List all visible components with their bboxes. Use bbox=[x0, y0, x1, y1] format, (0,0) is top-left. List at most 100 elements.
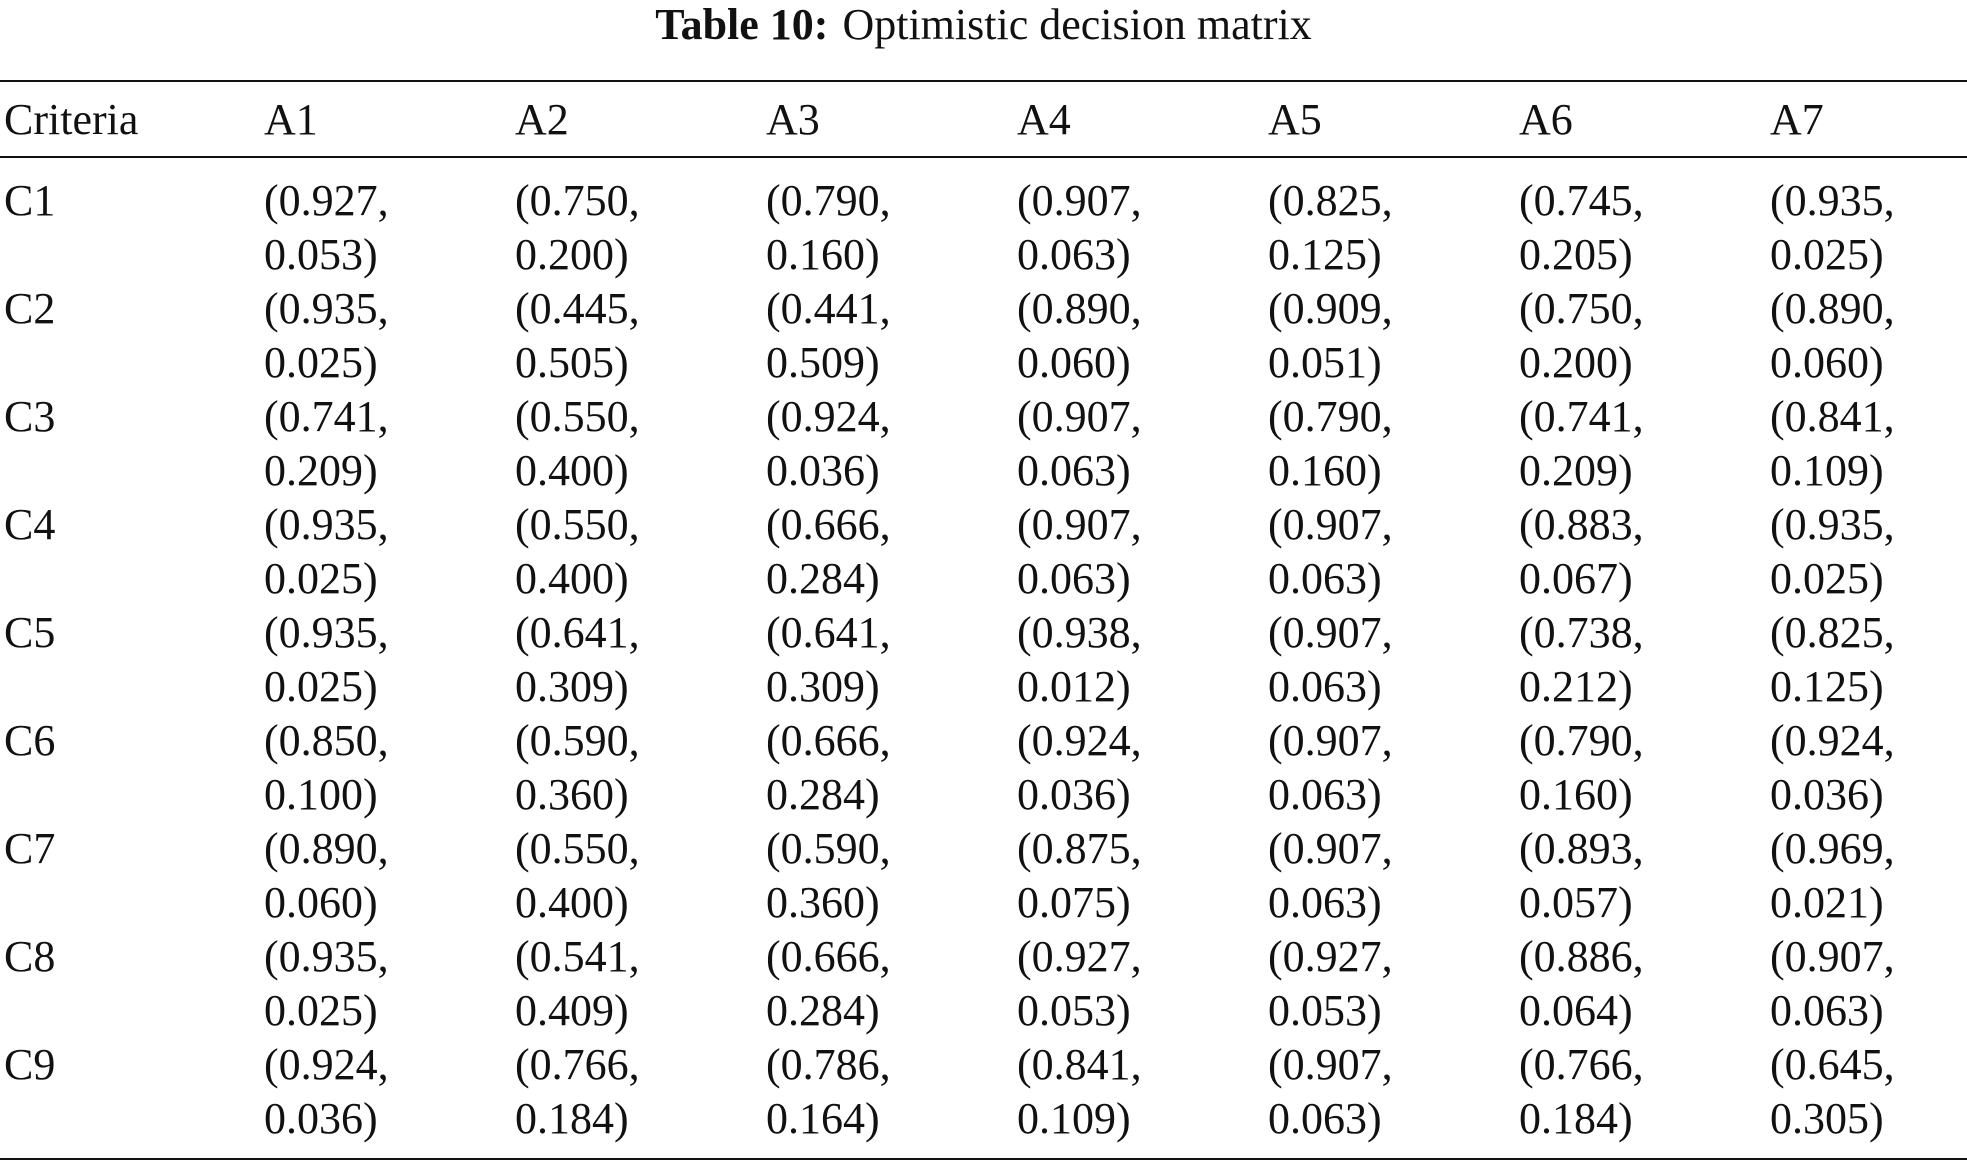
cell-text: (0.883, 0.067) bbox=[1519, 500, 1644, 603]
cell-text: (0.907, 0.063) bbox=[1770, 932, 1895, 1035]
cell-text: (0.766, 0.184) bbox=[1519, 1040, 1644, 1143]
value-cell: (0.850, 0.100) bbox=[264, 714, 515, 822]
cell-text: (0.666, 0.284) bbox=[766, 716, 891, 819]
cell-text: (0.590, 0.360) bbox=[515, 716, 640, 819]
table-caption: Table 10: Optimistic decision matrix bbox=[0, 0, 1967, 50]
criteria-cell: C2 bbox=[0, 282, 264, 390]
value-cell: (0.550, 0.400) bbox=[515, 498, 766, 606]
value-cell: (0.883, 0.067) bbox=[1519, 498, 1770, 606]
value-cell: (0.766, 0.184) bbox=[515, 1038, 766, 1159]
value-cell: (0.886, 0.064) bbox=[1519, 930, 1770, 1038]
cell-text: (0.850, 0.100) bbox=[264, 716, 389, 819]
cell-text: (0.969, 0.021) bbox=[1770, 824, 1895, 927]
criteria-cell: C5 bbox=[0, 606, 264, 714]
cell-text: (0.825, 0.125) bbox=[1268, 176, 1393, 279]
cell-text: (0.907, 0.063) bbox=[1268, 608, 1393, 711]
cell-text: C3 bbox=[4, 392, 56, 441]
cell-text: (0.790, 0.160) bbox=[1519, 716, 1644, 819]
cell-text: (0.738, 0.212) bbox=[1519, 608, 1644, 711]
cell-text: (0.890, 0.060) bbox=[1017, 284, 1142, 387]
value-cell: (0.907, 0.063) bbox=[1017, 498, 1268, 606]
value-cell: (0.927, 0.053) bbox=[1017, 930, 1268, 1038]
value-cell: (0.907, 0.063) bbox=[1268, 498, 1519, 606]
cell-text: (0.641, 0.309) bbox=[766, 608, 891, 711]
value-cell: (0.907, 0.063) bbox=[1268, 1038, 1519, 1159]
cell-text: (0.441, 0.509) bbox=[766, 284, 891, 387]
cell-text: (0.935, 0.025) bbox=[264, 284, 389, 387]
cell-text: C5 bbox=[4, 608, 56, 657]
value-cell: (0.741, 0.209) bbox=[1519, 390, 1770, 498]
cell-text: (0.541, 0.409) bbox=[515, 932, 640, 1035]
criteria-cell: C8 bbox=[0, 930, 264, 1038]
value-cell: (0.841, 0.109) bbox=[1770, 390, 1967, 498]
cell-text: (0.907, 0.063) bbox=[1268, 1040, 1393, 1143]
value-cell: (0.666, 0.284) bbox=[766, 498, 1017, 606]
header-cell: A4 bbox=[1017, 94, 1071, 144]
value-cell: (0.666, 0.284) bbox=[766, 714, 1017, 822]
cell-text: (0.445, 0.505) bbox=[515, 284, 640, 387]
table-row: C3 (0.741, 0.209) (0.550, 0.400) (0.924, 0.… bbox=[0, 390, 1967, 498]
criteria-cell: C4 bbox=[0, 498, 264, 606]
cell-text: (0.741, 0.209) bbox=[1519, 392, 1644, 495]
cell-text: (0.935, 0.025) bbox=[1770, 176, 1895, 279]
value-cell: (0.935, 0.025) bbox=[264, 282, 515, 390]
value-cell: (0.550, 0.400) bbox=[515, 822, 766, 930]
value-cell: (0.924, 0.036) bbox=[264, 1038, 515, 1159]
cell-text: (0.907, 0.063) bbox=[1017, 500, 1142, 603]
cell-text: (0.750, 0.200) bbox=[515, 176, 640, 279]
table-row: C5 (0.935, 0.025) (0.641, 0.309) (0.641, 0.… bbox=[0, 606, 1967, 714]
cell-text: (0.786, 0.164) bbox=[766, 1040, 891, 1143]
value-cell: (0.841, 0.109) bbox=[1017, 1038, 1268, 1159]
value-cell: (0.935, 0.025) bbox=[264, 606, 515, 714]
value-cell: (0.786, 0.164) bbox=[766, 1038, 1017, 1159]
cell-text: (0.666, 0.284) bbox=[766, 500, 891, 603]
value-cell: (0.924, 0.036) bbox=[1770, 714, 1967, 822]
cell-text: (0.893, 0.057) bbox=[1519, 824, 1644, 927]
value-cell: (0.924, 0.036) bbox=[1017, 714, 1268, 822]
cell-text: (0.741, 0.209) bbox=[264, 392, 389, 495]
value-cell: (0.907, 0.063) bbox=[1770, 930, 1967, 1038]
table-row: C7 (0.890, 0.060) (0.550, 0.400) (0.590, 0.… bbox=[0, 822, 1967, 930]
cell-text: (0.641, 0.309) bbox=[515, 608, 640, 711]
cell-text: (0.907, 0.063) bbox=[1268, 824, 1393, 927]
table-row: C6 (0.850, 0.100) (0.590, 0.360) (0.666, 0.… bbox=[0, 714, 1967, 822]
value-cell: (0.893, 0.057) bbox=[1519, 822, 1770, 930]
value-cell: (0.907, 0.063) bbox=[1268, 714, 1519, 822]
criteria-cell: C7 bbox=[0, 822, 264, 930]
cell-text: (0.666, 0.284) bbox=[766, 932, 891, 1035]
cell-text: (0.935, 0.025) bbox=[264, 500, 389, 603]
cell-text: (0.907, 0.063) bbox=[1017, 392, 1142, 495]
value-cell: (0.935, 0.025) bbox=[1770, 157, 1967, 282]
header-cell: A2 bbox=[515, 94, 569, 144]
value-cell: (0.825, 0.125) bbox=[1268, 157, 1519, 282]
value-cell: (0.907, 0.063) bbox=[1268, 822, 1519, 930]
value-cell: (0.790, 0.160) bbox=[1268, 390, 1519, 498]
table-row: C9 (0.924, 0.036) (0.766, 0.184) (0.786, 0.… bbox=[0, 1038, 1967, 1159]
cell-text: (0.924, 0.036) bbox=[1770, 716, 1895, 819]
caption-label: Table 10: bbox=[655, 0, 829, 49]
header-cell: A3 bbox=[766, 94, 820, 144]
header-cell: A7 bbox=[1770, 94, 1824, 144]
criteria-cell: C9 bbox=[0, 1038, 264, 1159]
table-row: C1 (0.927, 0.053) (0.750, 0.200) (0.790, 0.… bbox=[0, 157, 1967, 282]
value-cell: (0.927, 0.053) bbox=[264, 157, 515, 282]
table-row: C2 (0.935, 0.025) (0.445, 0.505) (0.441, 0.… bbox=[0, 282, 1967, 390]
value-cell: (0.938, 0.012) bbox=[1017, 606, 1268, 714]
cell-text: (0.550, 0.400) bbox=[515, 824, 640, 927]
value-cell: (0.969, 0.021) bbox=[1770, 822, 1967, 930]
value-cell: (0.738, 0.212) bbox=[1519, 606, 1770, 714]
cell-text: (0.550, 0.400) bbox=[515, 392, 640, 495]
value-cell: (0.935, 0.025) bbox=[1770, 498, 1967, 606]
value-cell: (0.641, 0.309) bbox=[515, 606, 766, 714]
value-cell: (0.745, 0.205) bbox=[1519, 157, 1770, 282]
value-cell: (0.790, 0.160) bbox=[1519, 714, 1770, 822]
cell-text: (0.890, 0.060) bbox=[264, 824, 389, 927]
cell-text: (0.645, 0.305) bbox=[1770, 1040, 1895, 1143]
cell-text: (0.935, 0.025) bbox=[1770, 500, 1895, 603]
criteria-cell: C3 bbox=[0, 390, 264, 498]
decision-table: Criteria A1 A2 A3 A4 A5 A6 A7 C1 (0.927, 0.053)(… bbox=[0, 80, 1967, 1160]
criteria-cell: C6 bbox=[0, 714, 264, 822]
cell-text: (0.907, 0.063) bbox=[1268, 716, 1393, 819]
value-cell: (0.890, 0.060) bbox=[264, 822, 515, 930]
